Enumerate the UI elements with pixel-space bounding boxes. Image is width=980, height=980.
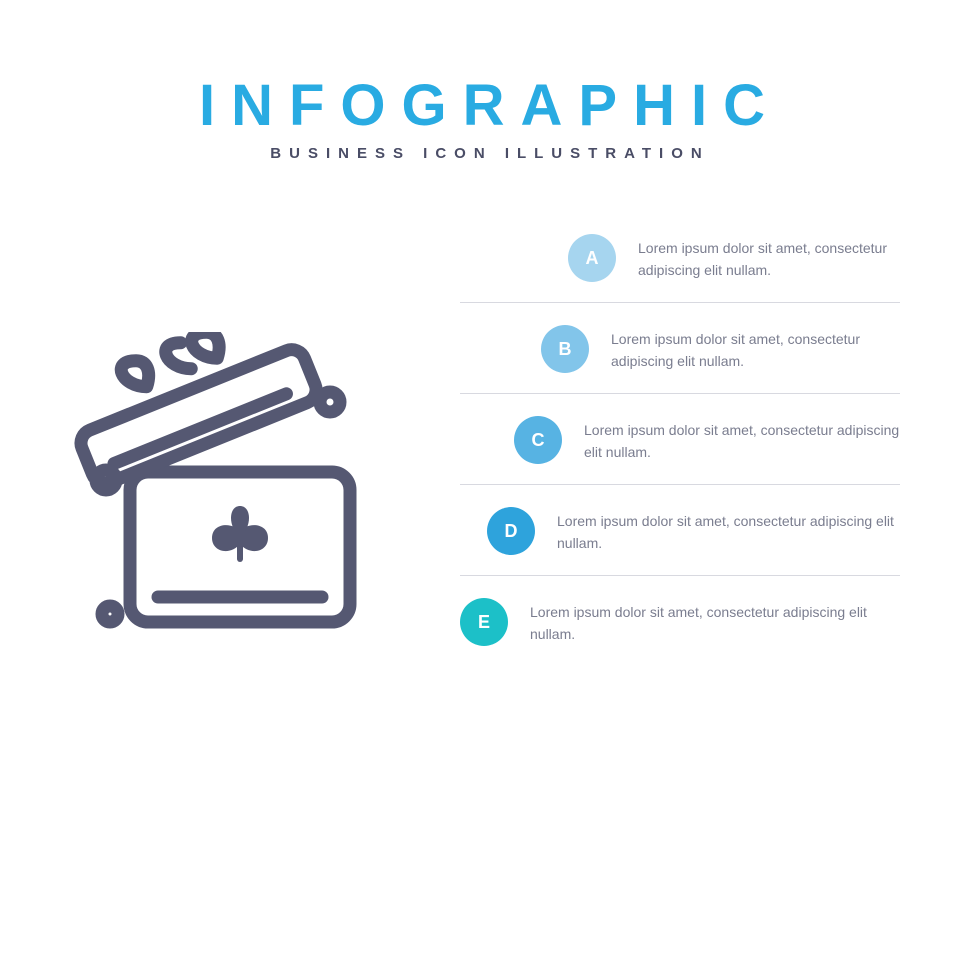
step-badge-e: E <box>460 598 508 646</box>
header: INFOGRAPHIC BUSINESS ICON ILLUSTRATION <box>0 0 980 162</box>
step-d: D Lorem ipsum dolor sit amet, consectetu… <box>460 485 900 576</box>
step-text-d: Lorem ipsum dolor sit amet, consectetur … <box>557 505 900 554</box>
step-badge-a: A <box>568 234 616 282</box>
main-content: A Lorem ipsum dolor sit amet, consectetu… <box>0 202 980 902</box>
step-c: C Lorem ipsum dolor sit amet, consectetu… <box>460 394 900 485</box>
gift-box-icon <box>70 332 400 652</box>
step-a: A Lorem ipsum dolor sit amet, consectetu… <box>460 212 900 303</box>
step-badge-d: D <box>487 507 535 555</box>
step-text-c: Lorem ipsum dolor sit amet, consectetur … <box>584 414 900 463</box>
page-title: INFOGRAPHIC <box>0 72 980 139</box>
step-badge-b: B <box>541 325 589 373</box>
steps-list: A Lorem ipsum dolor sit amet, consectetu… <box>460 212 900 666</box>
step-badge-c: C <box>514 416 562 464</box>
step-e: E Lorem ipsum dolor sit amet, consectetu… <box>460 576 900 666</box>
page-subtitle: BUSINESS ICON ILLUSTRATION <box>0 145 980 162</box>
step-text-a: Lorem ipsum dolor sit amet, consectetur … <box>638 232 900 281</box>
step-text-e: Lorem ipsum dolor sit amet, consectetur … <box>530 596 900 645</box>
step-text-b: Lorem ipsum dolor sit amet, consectetur … <box>611 323 900 372</box>
step-b: B Lorem ipsum dolor sit amet, consectetu… <box>460 303 900 394</box>
